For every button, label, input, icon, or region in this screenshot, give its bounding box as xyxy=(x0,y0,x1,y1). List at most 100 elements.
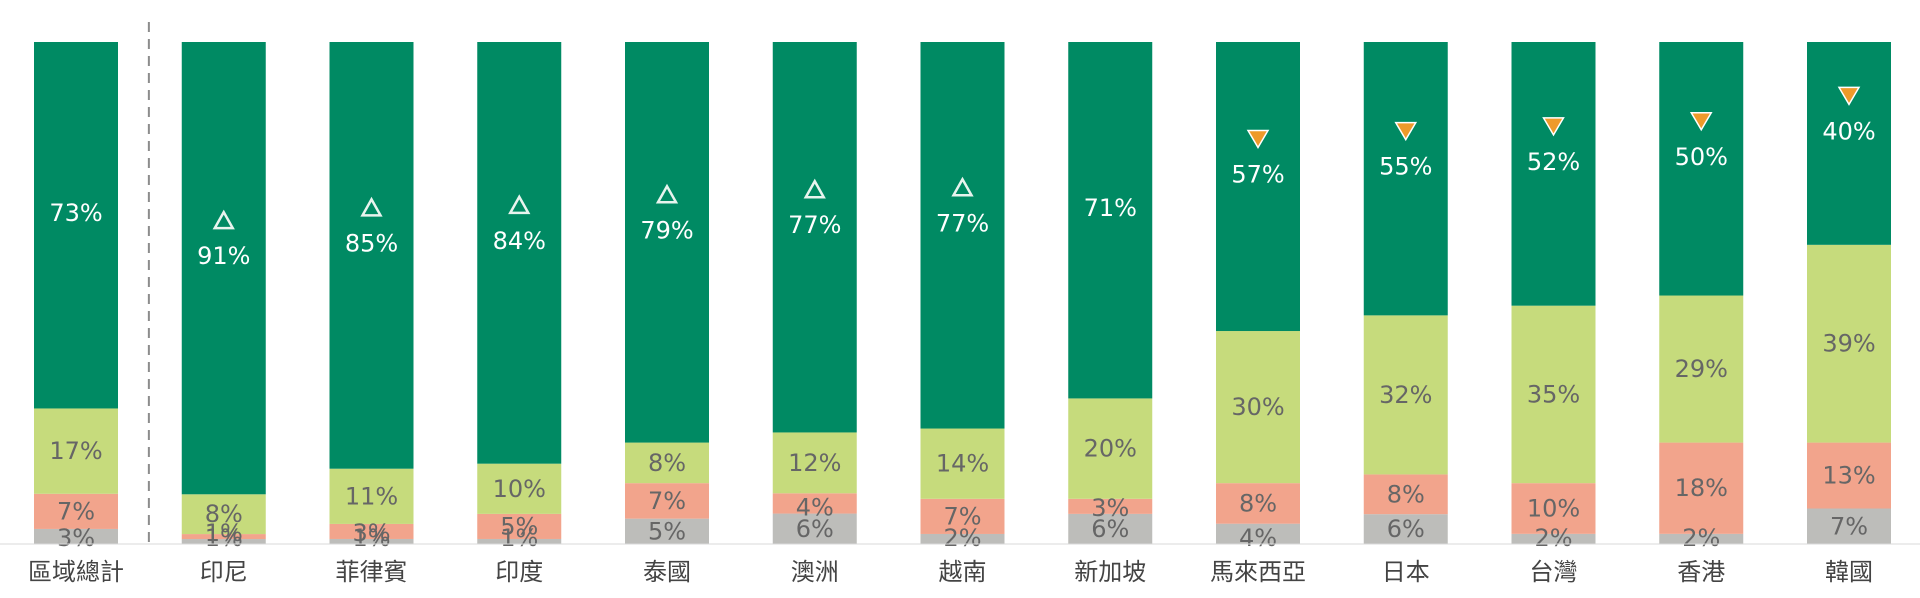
data-label: 2% xyxy=(1682,524,1720,552)
bar-segment xyxy=(1216,483,1300,524)
bar-segment xyxy=(1659,295,1744,443)
data-label: 30% xyxy=(1231,393,1284,421)
bar-segment xyxy=(1068,498,1153,514)
bar-segment xyxy=(477,42,562,464)
increase-marker-icon xyxy=(655,183,679,204)
bar-segment xyxy=(1659,442,1744,534)
bar-segment xyxy=(1216,42,1300,332)
category-label: 日本 xyxy=(1382,558,1430,586)
data-label: 8% xyxy=(1239,489,1277,517)
bar-segment xyxy=(181,42,266,495)
data-label: 5% xyxy=(500,512,538,540)
bar-segment xyxy=(1363,42,1448,316)
bar-segment xyxy=(1807,508,1891,544)
data-label: 1% xyxy=(500,524,538,552)
category-label: 澳洲 xyxy=(791,558,839,586)
bar-segment xyxy=(34,408,118,494)
category-label: 新加坡 xyxy=(1074,558,1146,586)
category-label: 泰國 xyxy=(643,558,691,586)
data-label: 85% xyxy=(345,229,398,257)
value-labels-layer: 3%7%17%73%1%1%8%91%1%3%11%85%1%5%10%84%5… xyxy=(49,117,1875,552)
markers-layer xyxy=(212,86,1861,230)
category-labels-layer: 區域總計 印尼 菲律賓 印度 泰國 澳洲 越南 新加坡 馬來西亞 日本 台灣 香港 韓國 xyxy=(28,558,1873,586)
data-label: 12% xyxy=(788,449,841,477)
data-label: 11% xyxy=(345,482,398,510)
data-label: 73% xyxy=(49,199,102,227)
decrease-marker-icon xyxy=(1394,121,1418,142)
category-label: 韓國 xyxy=(1825,558,1873,586)
bar-segment xyxy=(1807,442,1891,509)
bar-segment xyxy=(1511,483,1596,534)
data-label: 14% xyxy=(936,450,989,478)
data-label: 10% xyxy=(493,475,546,503)
bar-segment xyxy=(1363,474,1448,515)
data-label: 52% xyxy=(1527,148,1580,176)
data-label: 50% xyxy=(1675,143,1728,171)
data-label: 77% xyxy=(788,211,841,239)
category-label: 台灣 xyxy=(1530,558,1578,586)
category-label: 馬來西亞 xyxy=(1210,558,1306,586)
increase-marker-icon xyxy=(803,178,826,199)
data-label: 32% xyxy=(1379,381,1432,409)
bar-segment xyxy=(625,518,709,544)
decrease-marker-icon xyxy=(1837,86,1861,106)
data-label: 4% xyxy=(796,494,834,522)
bar-segment xyxy=(181,494,266,535)
bar-segment xyxy=(1216,523,1300,544)
bar-segment xyxy=(477,463,562,514)
data-label: 4% xyxy=(1239,524,1277,552)
increase-marker-icon xyxy=(360,196,383,217)
data-label: 17% xyxy=(49,437,102,465)
bar-segment xyxy=(1511,305,1596,484)
increase-marker-icon xyxy=(212,209,235,230)
data-label: 7% xyxy=(943,502,981,530)
data-label: 39% xyxy=(1822,330,1875,358)
data-label: 20% xyxy=(1084,435,1137,463)
data-label: 57% xyxy=(1231,161,1284,189)
bar-segment xyxy=(1659,42,1744,296)
bar-segment xyxy=(1216,331,1300,484)
increase-marker-icon xyxy=(508,194,531,215)
bar-segment xyxy=(34,528,118,544)
bar-segment xyxy=(1807,244,1891,443)
data-label: 7% xyxy=(1830,512,1868,540)
category-label: 香港 xyxy=(1677,558,1725,586)
data-label: 2% xyxy=(1534,524,1572,552)
bar-segment xyxy=(34,42,118,409)
data-label: 18% xyxy=(1675,474,1728,502)
decrease-marker-icon xyxy=(1689,112,1713,132)
data-label: 1% xyxy=(352,524,390,552)
data-label: 6% xyxy=(1387,515,1425,543)
data-label: 3% xyxy=(57,524,95,552)
bar-segment xyxy=(772,513,857,544)
bar-segment xyxy=(625,42,709,443)
category-label: 越南 xyxy=(939,558,987,586)
data-label: 91% xyxy=(197,242,250,270)
category-label: 區域總計 xyxy=(28,558,124,586)
bar-segment xyxy=(329,538,414,544)
bar-segment xyxy=(1511,533,1596,544)
bar-segment xyxy=(181,534,266,540)
bar-segment xyxy=(181,539,266,544)
data-label: 7% xyxy=(648,487,686,515)
data-label: 29% xyxy=(1675,355,1728,383)
decrease-marker-icon xyxy=(1542,117,1565,137)
category-label: 菲律賓 xyxy=(336,558,408,586)
bar-segment xyxy=(772,42,857,433)
bar-segment xyxy=(34,493,118,529)
data-label: 35% xyxy=(1527,380,1580,408)
bar-segment xyxy=(1363,315,1448,475)
data-label: 6% xyxy=(1091,515,1129,543)
data-label: 10% xyxy=(1527,495,1580,523)
data-label: 3% xyxy=(352,519,390,547)
data-label: 40% xyxy=(1822,117,1875,145)
bar-segment xyxy=(772,432,857,494)
data-label: 1% xyxy=(205,519,243,547)
data-label: 77% xyxy=(936,209,989,237)
bar-segment xyxy=(1511,42,1596,306)
data-label: 71% xyxy=(1084,194,1137,222)
bar-segment xyxy=(920,533,1005,544)
bar-segment xyxy=(1068,513,1153,544)
data-label: 79% xyxy=(640,216,693,244)
